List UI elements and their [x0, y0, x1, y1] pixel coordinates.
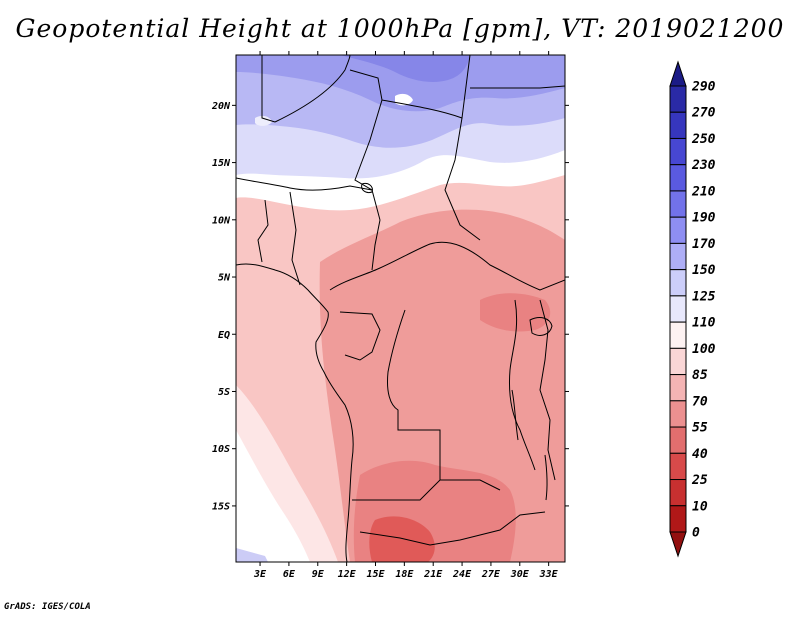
field-55-70-east	[480, 293, 551, 332]
colorbar-swatch	[669, 295, 687, 323]
colorbar-label: 55	[692, 421, 708, 436]
field-170-190-north	[236, 55, 565, 112]
map-title: Geopotential Height at 1000hPa [gpm], VT…	[15, 14, 785, 43]
border-west-2	[257, 199, 269, 263]
colorbar-label: 210	[691, 184, 716, 199]
lat-tick-label: 10N	[212, 215, 231, 226]
border-congo-west	[387, 309, 441, 480]
colorbar-label: 290	[691, 80, 716, 95]
lat-tick-label: 5S	[218, 387, 230, 398]
border-sahel-1	[236, 177, 373, 191]
lon-tick-label: 9E	[312, 569, 325, 580]
colorbar-swatch	[669, 190, 687, 218]
coastline-west	[236, 263, 354, 562]
lat-tick-label: 15N	[212, 158, 231, 169]
lat-tick-label: 20N	[211, 101, 231, 112]
lon-tick-label: 33E	[539, 569, 559, 580]
border-east-lakes	[539, 299, 556, 481]
colorbar-label: 170	[692, 237, 716, 252]
credit-label: GrADS: IGES/COLA	[4, 602, 91, 612]
field-110-125-southwest	[236, 430, 310, 562]
colorbar-label: 270	[691, 106, 716, 121]
colorbar-swatch	[669, 374, 687, 402]
colorbar-swatch	[669, 321, 687, 349]
field-white-island-1	[395, 93, 413, 106]
colorbar-swatch	[669, 269, 687, 297]
border-central-3	[339, 311, 381, 361]
colorbar-label: 100	[692, 342, 716, 357]
colorbar-label: 230	[691, 158, 716, 173]
colorbar-swatch	[669, 400, 687, 428]
colorbar-swatch	[669, 242, 687, 271]
border-north-1	[261, 55, 276, 123]
colorbar-swatch	[669, 137, 687, 166]
lat-tick-label: 15S	[212, 501, 230, 512]
lat-tick-label: 10S	[212, 444, 230, 455]
colorbar-label: 85	[692, 368, 708, 383]
colorbar-label: 0	[692, 526, 700, 541]
lon-tick-label: 15E	[366, 569, 385, 580]
colorbar-label: 40	[692, 447, 708, 462]
border-central-2	[371, 219, 381, 271]
border-north-4	[381, 55, 471, 119]
colorbar-label: 250	[691, 132, 716, 147]
border-angola-south	[352, 479, 501, 501]
lon-tick-label: 6E	[283, 569, 296, 580]
colorbar-swatch	[669, 111, 687, 139]
colorbar-swatch	[669, 452, 687, 481]
lon-tick-label: 12E	[338, 569, 357, 580]
colorbar-swatch	[669, 479, 687, 507]
colorbar-swatch	[669, 505, 687, 533]
colorbar-label: 190	[692, 211, 716, 226]
colorbar-swatch	[669, 164, 687, 192]
field-190-210-north	[340, 55, 470, 83]
colorbar-label: 110	[692, 316, 716, 331]
colorbar-bottom-triangle	[669, 531, 687, 558]
colorbar-swatch	[669, 347, 687, 376]
border-south-1	[359, 511, 546, 546]
map-frame	[235, 54, 566, 563]
colorbar-label: 150	[692, 263, 716, 278]
map-axes: 20N 15N 10N 5N EQ 5S 10S 15S 3E 6E 9E 12E 15E 18E 21E 2…	[211, 51, 569, 580]
colorbar: 2902702502302101901701501251101008570554…	[669, 60, 716, 558]
lat-tick-label: EQ	[218, 330, 230, 341]
border-east-1	[470, 85, 565, 89]
border-west-3	[289, 191, 301, 286]
lon-tick-label: 21E	[423, 569, 443, 580]
lake-victoria	[529, 317, 553, 336]
border-drc-east	[509, 299, 536, 471]
lon-tick-label: 3E	[253, 569, 267, 580]
lon-tick-label: 30E	[510, 569, 530, 580]
colorbar-label: 70	[692, 394, 708, 409]
colorbar-swatch	[669, 216, 687, 244]
lake-chad	[361, 183, 373, 193]
lon-tick-label: 27E	[481, 569, 501, 580]
country-borders	[236, 55, 565, 562]
colorbar-label: 10	[692, 499, 708, 514]
border-north-2	[274, 55, 351, 123]
lat-tick-label: 5N	[218, 273, 231, 284]
colorbar-swatch	[669, 85, 687, 113]
border-north-5	[444, 117, 481, 241]
height-field	[236, 55, 565, 562]
colorbar-label: 125	[692, 289, 716, 304]
lake-malawi	[544, 454, 548, 501]
lon-tick-label: 24E	[452, 569, 472, 580]
colorbar-top-triangle	[669, 60, 687, 87]
border-central-1	[329, 241, 565, 291]
field-40-55-south	[369, 516, 435, 562]
colorbar-swatch	[669, 426, 687, 454]
field-white-island-2	[255, 115, 272, 126]
lake-tanganyika	[511, 389, 519, 441]
field-125-150-corner	[236, 548, 268, 562]
colorbar-label: 25	[691, 473, 708, 488]
lon-tick-label: 18E	[395, 569, 414, 580]
